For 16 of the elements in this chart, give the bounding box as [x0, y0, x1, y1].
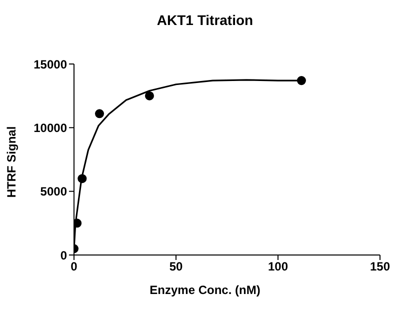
x-axis-title: Enzyme Conc. (nM)	[148, 283, 262, 297]
x-tick-label: 0	[70, 260, 78, 274]
y-tick-label: 10000	[34, 120, 68, 135]
y-tick-label: 15000	[34, 57, 68, 72]
y-axis-title: HTRF Signal	[5, 126, 19, 198]
point	[74, 218, 82, 228]
point	[94, 109, 104, 118]
x-tick-label: 50	[169, 260, 183, 274]
point	[144, 91, 154, 100]
x-tick-label: 150	[370, 260, 390, 274]
x-tick-label: 100	[268, 260, 288, 274]
y-tick-label: 5000	[40, 184, 68, 199]
point	[78, 174, 87, 184]
chart-title: AKT1 Titration	[156, 12, 254, 28]
y-tick-label: 0	[60, 248, 68, 262]
point	[296, 76, 306, 86]
